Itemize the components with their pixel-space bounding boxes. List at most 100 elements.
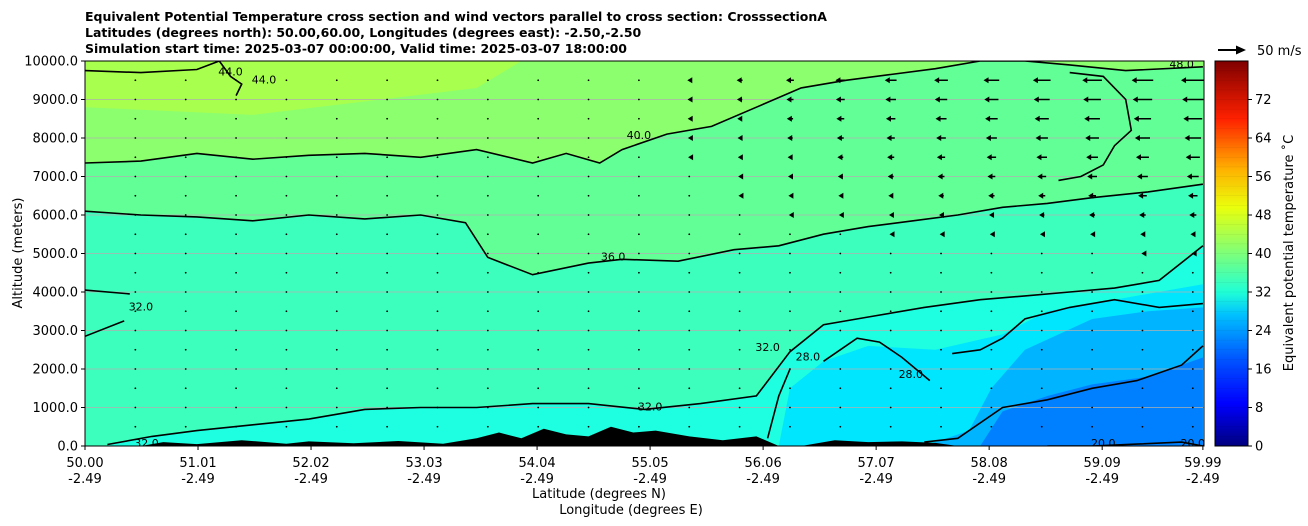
wind-vector-20-2	[1141, 387, 1144, 390]
wind-vector-head	[884, 77, 890, 84]
wind-vector-20-5	[1141, 329, 1144, 332]
wind-vector-10-4	[638, 348, 640, 351]
wind-vector-head	[1188, 192, 1194, 199]
wind-vector-16-14	[936, 154, 946, 161]
field-band-16	[980, 357, 1203, 446]
wind-vector-10-2	[638, 387, 640, 390]
wind-vector-5-5	[386, 329, 389, 332]
wind-vector-9-8	[587, 271, 590, 274]
wind-vector-19-13	[1087, 173, 1098, 180]
wind-vector-5-9	[386, 252, 389, 255]
wind-vector-2-2	[235, 387, 237, 390]
gridlines	[85, 61, 1204, 446]
wind-vector-9-0	[587, 425, 590, 428]
wind-vector-20-10	[1140, 231, 1146, 238]
wind-vector-9-3	[587, 368, 590, 370]
wind-vector-12-1	[738, 406, 741, 409]
colorbar-bands	[1215, 70, 1248, 437]
wind-vector-0-1	[134, 406, 137, 409]
wind-vector-13-14	[787, 154, 793, 161]
wind-vector-6-13	[436, 175, 439, 178]
y-tick-label-7: 7000.0	[33, 170, 79, 185]
wind-vector-head	[1189, 212, 1195, 218]
wind-vector-10-18	[638, 79, 640, 82]
wind-vector-21-7	[1191, 291, 1194, 293]
wind-vector-head	[837, 173, 843, 180]
wind-vector-10-17	[638, 98, 640, 101]
wind-vector-21-8	[1191, 271, 1194, 274]
wind-vector-1-15	[184, 137, 187, 139]
wind-vector-7-14	[486, 156, 489, 159]
wind-vector-13-5	[789, 329, 791, 332]
wind-vector-11-7	[688, 291, 691, 293]
wind-vector-13-8	[789, 271, 791, 274]
wind-vector-4-0	[335, 425, 338, 428]
wind-vector-4-3	[335, 368, 338, 370]
wind-vector-21-15	[1184, 135, 1202, 141]
wind-vector-19-1	[1091, 406, 1093, 409]
wind-vector-2-13	[235, 175, 237, 178]
wind-vector-head	[936, 135, 942, 141]
contour-label-7: 32.0	[755, 341, 780, 354]
wind-vector-19-4	[1091, 348, 1093, 351]
wind-vector-head	[687, 77, 693, 84]
wind-vector-9-10	[587, 233, 590, 236]
wind-vector-10-12	[638, 194, 640, 197]
wind-vector-1-5	[184, 329, 187, 332]
wind-vector-15-13	[887, 173, 894, 180]
colorbar-label: Equivalent potential temperature ˚C	[1281, 135, 1297, 371]
wind-vector-9-12	[587, 194, 590, 197]
wind-vector-15-10	[889, 231, 895, 238]
wind-vector-13-7	[789, 291, 791, 293]
wind-vector-20-0	[1141, 425, 1144, 428]
x-tick-label-lon-1: -2.49	[181, 472, 215, 487]
wind-vector-14-4	[839, 348, 842, 351]
wind-vector-16-6	[940, 310, 942, 313]
wind-vector-9-18	[587, 79, 590, 82]
wind-vector-field	[134, 77, 1204, 428]
wind-vector-4-5	[335, 329, 338, 332]
x-tick-label-lon-9: -2.49	[1085, 472, 1119, 487]
wind-vector-18-0	[1040, 425, 1043, 428]
wind-vector-4-8	[335, 271, 338, 274]
wind-vector-3-8	[285, 271, 288, 274]
x-tick-label-lat-2: 52.02	[292, 456, 329, 471]
wind-vector-18-18	[1032, 77, 1051, 84]
wind-vector-17-1	[990, 406, 993, 409]
wind-vector-10-1	[638, 406, 640, 409]
colorbar-tick-label-1: 8	[1255, 401, 1263, 416]
wind-vector-20-9	[1141, 250, 1147, 257]
wind-vector-15-9	[889, 252, 892, 255]
y-tick-label-6: 6000.0	[33, 209, 79, 224]
wind-vector-10-0	[638, 425, 640, 428]
colorbar-tick-label-6: 48	[1255, 209, 1272, 224]
wind-vector-10-3	[638, 368, 640, 370]
wind-vector-3-9	[285, 252, 288, 255]
wind-vector-20-4	[1141, 348, 1144, 351]
wind-vector-15-5	[889, 329, 892, 332]
wind-vector-head	[1134, 135, 1140, 141]
wind-vector-head	[1034, 115, 1040, 122]
wind-vector-head	[988, 192, 994, 199]
wind-vector-head	[983, 77, 989, 84]
wind-vector-15-2	[889, 387, 892, 390]
wind-vector-head	[1086, 154, 1092, 161]
wind-vector-18-17	[1033, 96, 1050, 103]
chart-title-line-1: Equivalent Potential Temperature cross s…	[85, 9, 827, 24]
wind-vector-12-5	[738, 329, 741, 332]
wind-vector-20-8	[1141, 271, 1144, 274]
wind-vector-17-2	[990, 387, 993, 390]
y-tick-label-3: 3000.0	[33, 324, 79, 339]
contour-label-2: 40.0	[627, 129, 652, 142]
wind-vector-17-11	[989, 212, 995, 218]
wind-vector-18-13	[1037, 173, 1047, 180]
wind-vector-14-11	[838, 212, 844, 218]
wind-vector-10-13	[638, 175, 640, 178]
wind-vector-head	[984, 96, 990, 103]
wind-vector-20-15	[1134, 135, 1151, 141]
colorbar-tick-label-2: 16	[1255, 363, 1272, 378]
quiver-key-label: 50 m/s	[1257, 44, 1302, 59]
wind-vector-11-6	[688, 310, 691, 313]
wind-vector-13-0	[789, 425, 791, 428]
wind-vector-14-12	[838, 192, 844, 199]
